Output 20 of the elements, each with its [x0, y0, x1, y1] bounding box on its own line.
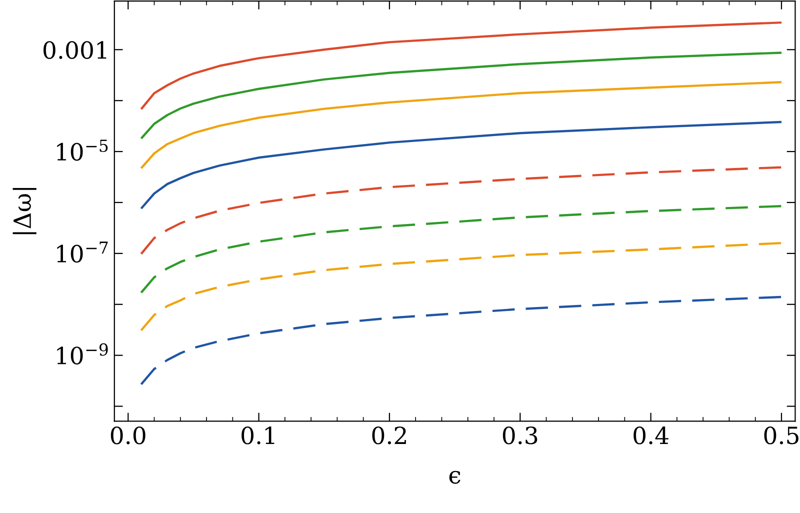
line-series	[140, 81, 783, 170]
line-series	[140, 296, 783, 386]
x-axis-title: ϵ	[449, 470, 460, 484]
line-series	[140, 166, 783, 255]
y-axis-title: |Δω|	[12, 188, 36, 234]
x-tick-label: 0.1	[242, 426, 274, 444]
y-tick-label: 10$^{−9}$	[57, 343, 108, 364]
line-series	[140, 120, 783, 210]
line-series	[140, 52, 783, 140]
y-tick-label: 10$^{−5}$	[57, 140, 108, 161]
y-tick-label: 10$^{−7}$	[57, 242, 108, 263]
line-series	[140, 204, 783, 294]
x-tick-label: 0.0	[110, 426, 146, 444]
line-series	[140, 21, 783, 110]
x-tick-label: 0.2	[372, 426, 406, 444]
y-tick-label: 0.001	[44, 41, 106, 59]
x-tick-label: 0.3	[502, 426, 538, 444]
x-tick-label: 0.5	[764, 426, 798, 444]
x-tick-label: 0.4	[634, 426, 668, 444]
line-series	[140, 242, 783, 332]
